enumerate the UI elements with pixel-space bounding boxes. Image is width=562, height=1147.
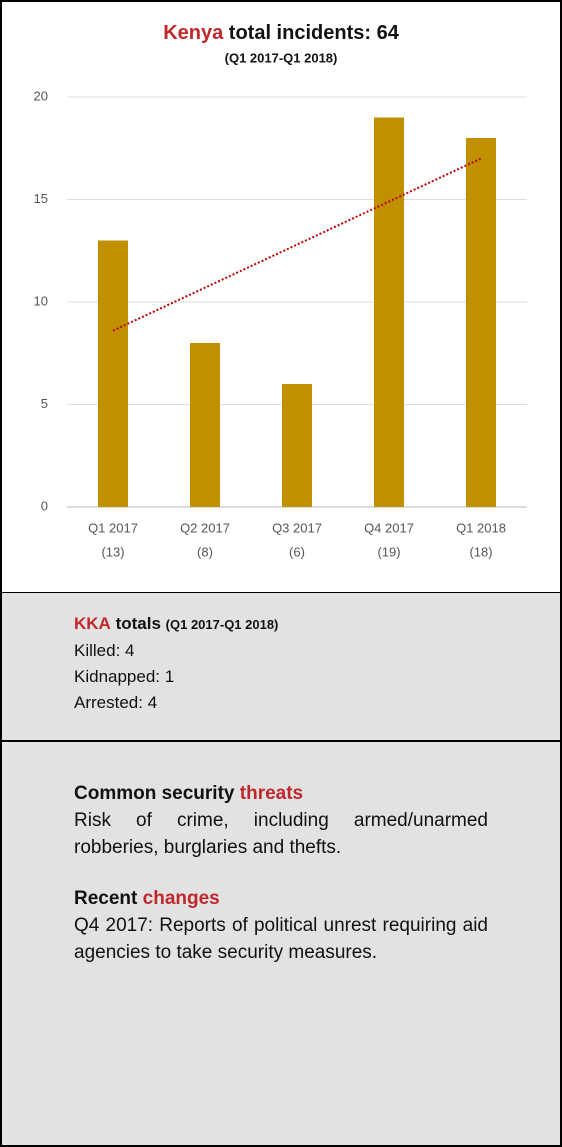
heading-highlight: threats [239, 783, 304, 804]
value-label: (19) [377, 544, 400, 559]
section-body: Q4 2017: Reports of political unrest req… [74, 915, 488, 963]
x-tick-label: Q1 2018 [456, 520, 506, 535]
kka-panel: KKA totals (Q1 2017-Q1 2018) Killed: 4 K… [2, 592, 560, 740]
trend-line [112, 157, 482, 332]
heading-highlight: changes [142, 888, 220, 909]
heading-text: Common security [74, 783, 235, 804]
chart-subtitle: (Q1 2017-Q1 2018) [225, 50, 338, 65]
x-tick-label: Q3 2017 [272, 520, 322, 535]
y-tick-label: 5 [41, 396, 48, 411]
y-tick-label: 0 [41, 498, 48, 513]
bar [374, 117, 404, 507]
value-label: (13) [101, 544, 124, 559]
bar [98, 240, 128, 507]
heading-highlight: KKA [74, 614, 111, 633]
changes-section: Recent changes Q4 2017: Reports of polit… [74, 885, 488, 966]
x-tick-label: Q4 2017 [364, 520, 414, 535]
info-panel: Common security threats Risk of crime, i… [2, 740, 560, 1145]
kka-line: Arrested: 4 [74, 693, 158, 712]
title-text: total incidents: 64 [229, 22, 400, 44]
chart: Kenya total incidents: 64 (Q1 2017-Q1 20… [34, 22, 527, 559]
threats-section: Common security threats Risk of crime, i… [74, 780, 488, 861]
kka-line: Killed: 4 [74, 641, 135, 660]
section-heading: Common security threats [74, 780, 488, 807]
value-label: (8) [197, 544, 213, 559]
heading-note: (Q1 2017-Q1 2018) [165, 617, 279, 632]
y-tick-label: 10 [34, 293, 48, 308]
value-label: (18) [469, 544, 492, 559]
title-highlight: Kenya [163, 22, 224, 44]
kka-heading: KKA totals (Q1 2017-Q1 2018) [74, 611, 488, 638]
section-heading: Recent changes [74, 885, 488, 912]
bar [466, 138, 496, 507]
kka-line: Kidnapped: 1 [74, 667, 175, 686]
bar [190, 343, 220, 507]
heading-text: totals [115, 614, 161, 633]
y-tick-label: 20 [34, 88, 48, 103]
bar [282, 384, 312, 507]
y-tick-label: 15 [34, 191, 48, 206]
section-body: Risk of crime, including armed/unarmed r… [74, 810, 488, 858]
x-tick-label: Q2 2017 [180, 520, 230, 535]
value-label: (6) [289, 544, 305, 559]
heading-text: Recent [74, 888, 138, 909]
chart-title: Kenya total incidents: 64 [163, 22, 400, 44]
x-tick-label: Q1 2017 [88, 520, 138, 535]
